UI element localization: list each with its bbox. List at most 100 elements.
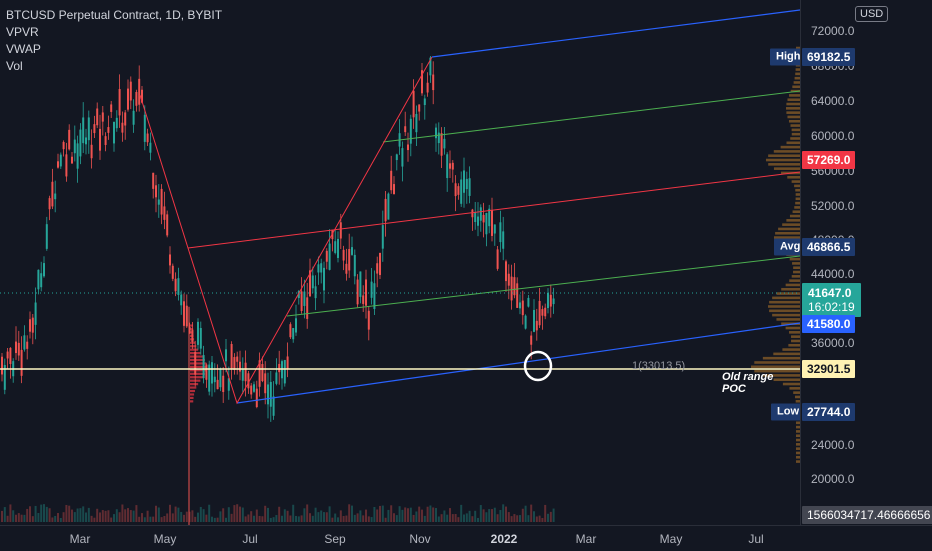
candle-body xyxy=(502,231,505,249)
volume-bar xyxy=(208,504,211,522)
channel-median-line xyxy=(187,171,800,249)
volume-bar xyxy=(40,504,43,522)
volume-bar xyxy=(185,511,188,522)
vpvr-bar xyxy=(796,455,800,459)
candle-body xyxy=(407,144,409,151)
old-vpvr-bar xyxy=(190,389,195,393)
candle-body xyxy=(437,132,440,144)
vpvr-bar xyxy=(791,339,800,343)
candle-body xyxy=(370,281,373,298)
candle-body xyxy=(65,154,68,177)
candle-body xyxy=(432,74,435,91)
volume-bar xyxy=(272,517,275,522)
volume-bar xyxy=(485,512,488,522)
volume-bar xyxy=(43,504,45,522)
vpvr-bar xyxy=(754,361,800,364)
candle-body xyxy=(549,294,552,307)
volume-bar xyxy=(535,516,538,522)
volume-bar xyxy=(267,507,269,522)
volume-bar xyxy=(309,513,311,522)
volume-bar xyxy=(213,517,216,522)
time-axis[interactable]: Mar May Jul Sep Nov 2022 Mar May Jul xyxy=(0,525,932,551)
red-level-tag: 57269.0 xyxy=(802,151,856,169)
candle-body xyxy=(395,154,398,161)
vpvr-bar xyxy=(791,275,800,278)
volume-bar xyxy=(337,517,339,522)
volume-bar xyxy=(51,517,54,522)
price-tick: 60000.0 xyxy=(811,129,855,143)
candle-body xyxy=(169,254,171,266)
indicator-vol[interactable]: Vol xyxy=(6,59,23,73)
candle-body xyxy=(26,341,29,349)
vpvr-bar xyxy=(796,434,800,438)
candle-body xyxy=(155,185,157,198)
vpvr-bar xyxy=(794,184,800,188)
volume-bar xyxy=(247,514,250,522)
price-chart[interactable] xyxy=(0,0,800,525)
candle-body xyxy=(507,273,510,286)
vpvr-bar xyxy=(789,279,800,282)
vpvr-bar xyxy=(793,81,800,84)
volume-bar xyxy=(507,512,510,522)
candle-body xyxy=(513,277,516,296)
candle-body xyxy=(127,88,129,110)
vpvr-bar xyxy=(785,107,800,110)
candle-body xyxy=(538,300,541,326)
volume-bar xyxy=(395,515,398,522)
volume-bar xyxy=(233,505,236,522)
candle-body xyxy=(73,139,76,154)
volume-bar xyxy=(468,510,471,522)
candle-body xyxy=(57,161,59,168)
candle-body xyxy=(82,117,85,144)
candle-body xyxy=(104,136,107,145)
indicator-vwap[interactable]: VWAP xyxy=(6,42,41,56)
symbol-title[interactable]: BTCUSD Perpetual Contract, 1D, BYBIT xyxy=(6,8,223,22)
candle-body xyxy=(491,210,493,236)
candle-body xyxy=(96,108,99,126)
candle-body xyxy=(465,178,468,190)
volume-bar xyxy=(177,507,180,522)
vpvr-bar xyxy=(796,438,800,442)
indicator-vpvr[interactable]: VPVR xyxy=(6,25,39,39)
candle-body xyxy=(124,112,127,126)
candle-body xyxy=(222,375,225,392)
highlight-circle xyxy=(523,350,553,382)
candle-body xyxy=(59,154,62,167)
candle-body xyxy=(295,318,297,333)
currency-button[interactable]: USD xyxy=(855,6,889,22)
vpvr-bar xyxy=(795,193,800,196)
volume-bar xyxy=(99,512,101,522)
volume-bar xyxy=(230,513,233,522)
volume-bar xyxy=(96,508,99,522)
volume-bar xyxy=(132,510,135,522)
candle-body xyxy=(71,156,73,164)
candle-body xyxy=(320,263,323,273)
candle-body xyxy=(129,81,132,101)
price-axis[interactable]: USD 72000.0 68000.0 64000.0 60000.0 5600… xyxy=(800,0,932,550)
volume-bar xyxy=(292,504,295,522)
candle-body xyxy=(118,89,121,116)
volume-bar xyxy=(115,509,118,522)
old-vpvr-bar xyxy=(190,369,207,372)
vpvr-bar xyxy=(781,287,800,291)
candle-body xyxy=(163,206,166,220)
volume-bar xyxy=(180,511,183,522)
volume-bar xyxy=(325,512,328,522)
candle-body xyxy=(423,98,426,106)
volume-bar xyxy=(48,508,51,522)
candle-body xyxy=(309,270,311,297)
vpvr-bar xyxy=(754,369,800,373)
chart-area[interactable]: BTCUSD Perpetual Contract, 1D, BYBIT VPV… xyxy=(0,0,807,550)
volume-bar xyxy=(138,516,141,522)
vpvr-bar xyxy=(787,98,800,102)
volume-bar xyxy=(404,507,407,522)
candle-body xyxy=(510,276,513,301)
vpvr-bar xyxy=(787,115,800,119)
volume-bar xyxy=(129,510,132,522)
candle-body xyxy=(477,216,479,226)
candle-body xyxy=(90,144,93,159)
old-vpvr-bar xyxy=(190,400,194,403)
candle-body xyxy=(180,294,183,306)
candle-body xyxy=(54,193,57,200)
candle-body xyxy=(339,222,342,239)
